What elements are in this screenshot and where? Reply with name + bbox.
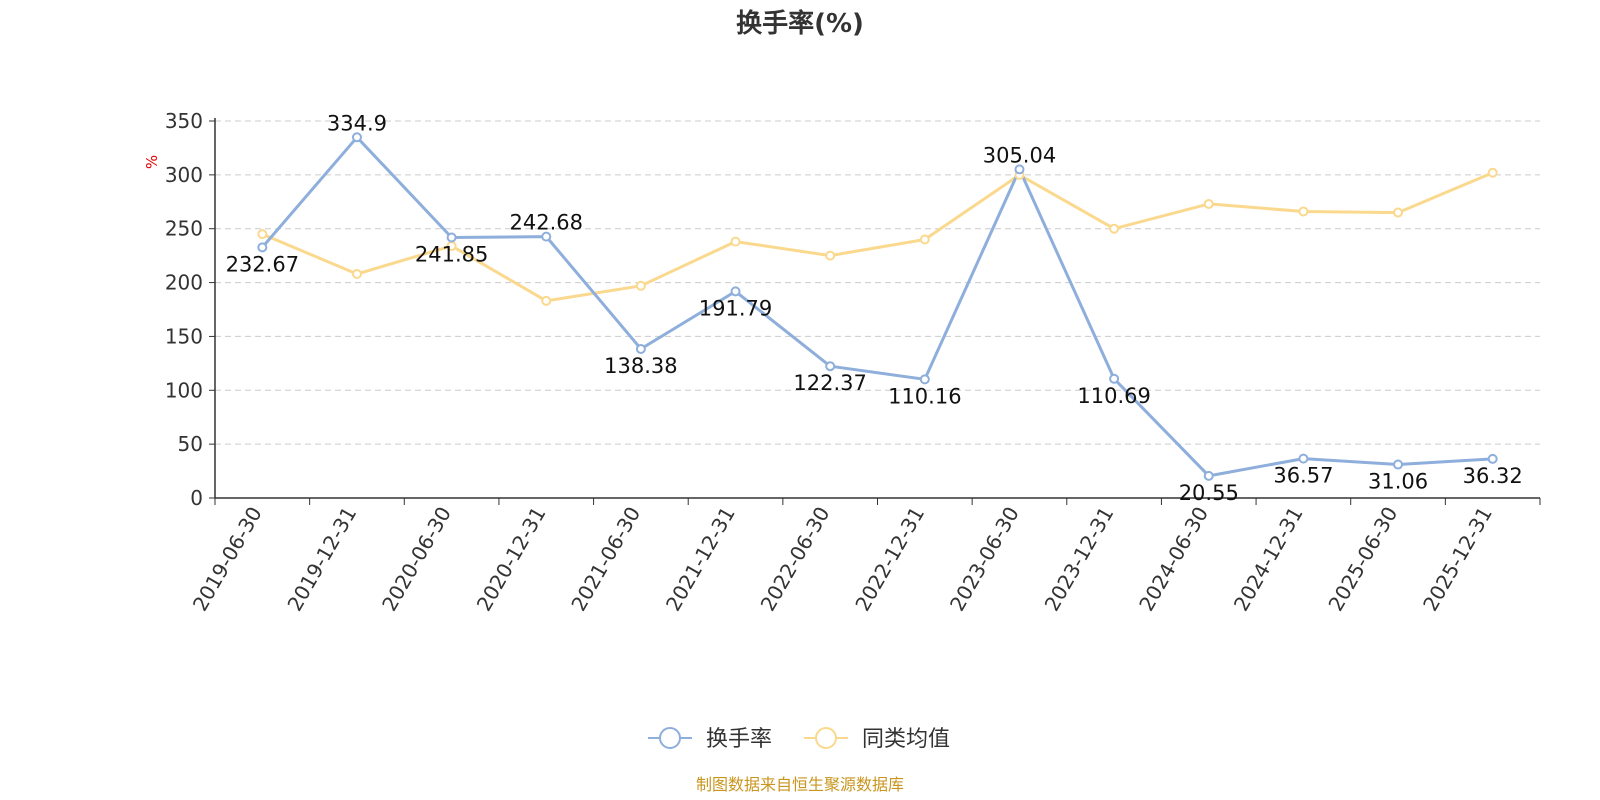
data-label-turnover: 122.37	[793, 371, 866, 395]
point-peer-average	[1109, 223, 1120, 234]
x-tick-label: 2019-06-30	[188, 503, 267, 616]
x-tick-label: 2025-12-31	[1418, 503, 1497, 616]
point-peer-average	[919, 234, 930, 245]
point-turnover	[730, 286, 741, 297]
point-turnover	[1487, 453, 1498, 464]
data-label-turnover: 36.32	[1463, 464, 1523, 488]
point-peer-average	[351, 268, 362, 279]
point-peer-average	[730, 236, 741, 247]
data-label-turnover: 242.68	[510, 211, 583, 235]
point-turnover	[541, 231, 552, 242]
data-label-turnover: 241.85	[415, 242, 488, 266]
data-label-turnover: 110.16	[888, 384, 961, 408]
data-label-turnover: 36.57	[1273, 464, 1333, 488]
point-turnover	[1393, 459, 1404, 470]
point-peer-average	[825, 250, 836, 261]
x-tick-label: 2020-06-30	[377, 503, 456, 616]
series-points	[257, 132, 1498, 481]
data-label-turnover: 232.67	[226, 252, 299, 276]
point-peer-average	[635, 280, 646, 291]
x-tick-label: 2021-06-30	[566, 503, 645, 616]
x-tick-label: 2021-12-31	[661, 503, 740, 616]
legend-marker-turnover	[659, 727, 681, 749]
data-label-turnover: 138.38	[604, 354, 677, 378]
x-tick-label: 2025-06-30	[1323, 503, 1402, 616]
y-tick-label: 100	[165, 378, 203, 402]
y-tick-label: 300	[165, 163, 203, 187]
y-axis-ticks: 0 50 100 150 200 250 300 350	[165, 109, 215, 510]
y-tick-label: 200	[165, 271, 203, 295]
point-peer-average	[257, 229, 268, 240]
x-tick-label: 2024-06-30	[1134, 503, 1213, 616]
data-labels: 232.67 334.9 241.85 242.68 138.38 191.79 122.3…	[226, 111, 1523, 505]
point-turnover	[1109, 373, 1120, 384]
x-tick-label: 2023-06-30	[945, 503, 1024, 616]
point-turnover	[257, 242, 268, 253]
data-label-turnover: 334.9	[327, 111, 387, 135]
point-turnover	[351, 132, 362, 143]
point-peer-average	[1487, 167, 1498, 178]
y-tick-label: 250	[165, 217, 203, 241]
gridlines	[215, 120, 1540, 445]
y-tick-label: 50	[178, 432, 203, 456]
x-tick-label: 2022-12-31	[850, 503, 929, 616]
point-peer-average	[541, 295, 552, 306]
chart-title: 换手率(%)	[736, 8, 864, 39]
point-peer-average	[1393, 207, 1404, 218]
legend-marker-peer-average	[815, 727, 837, 749]
y-tick-label: 0	[190, 486, 203, 510]
y-tick-label: 150	[165, 324, 203, 348]
point-turnover	[1203, 470, 1214, 481]
y-axis-unit: %	[143, 155, 161, 169]
legend[interactable]: 换手率 同类均值	[648, 727, 950, 752]
point-turnover	[1014, 164, 1025, 175]
point-turnover	[1298, 453, 1309, 464]
data-label-turnover: 20.55	[1179, 481, 1239, 505]
x-tick-label: 2019-12-31	[282, 503, 361, 616]
series-line-peer-average	[261, 171, 1494, 303]
y-tick-label: 350	[165, 109, 203, 133]
legend-label-peer-average: 同类均值	[862, 727, 950, 752]
data-label-turnover: 31.06	[1368, 470, 1428, 494]
point-turnover	[919, 374, 930, 385]
legend-item-peer-average[interactable]: 同类均值	[804, 727, 950, 752]
x-axis-ticks: 2019-06-30 2019-12-31 2020-06-30 2020-12-31…	[188, 498, 1541, 616]
point-peer-average	[1298, 206, 1309, 217]
point-turnover	[635, 343, 646, 354]
x-tick-label: 2022-06-30	[756, 503, 835, 616]
legend-label-turnover: 换手率	[706, 727, 772, 752]
point-turnover	[446, 232, 457, 243]
x-tick-label: 2024-12-31	[1229, 503, 1308, 616]
x-tick-label: 2020-12-31	[472, 503, 551, 616]
data-label-turnover: 110.69	[1077, 384, 1150, 408]
series-line-turnover	[261, 135, 1493, 478]
source-note: 制图数据来自恒生聚源数据库	[696, 775, 904, 794]
point-peer-average	[1203, 198, 1214, 209]
series-lines	[261, 135, 1494, 478]
point-turnover	[825, 361, 836, 372]
legend-item-turnover[interactable]: 换手率	[648, 727, 772, 752]
data-label-turnover: 191.79	[699, 296, 772, 320]
data-label-turnover: 305.04	[983, 143, 1056, 167]
x-tick-label: 2023-12-31	[1040, 503, 1119, 616]
